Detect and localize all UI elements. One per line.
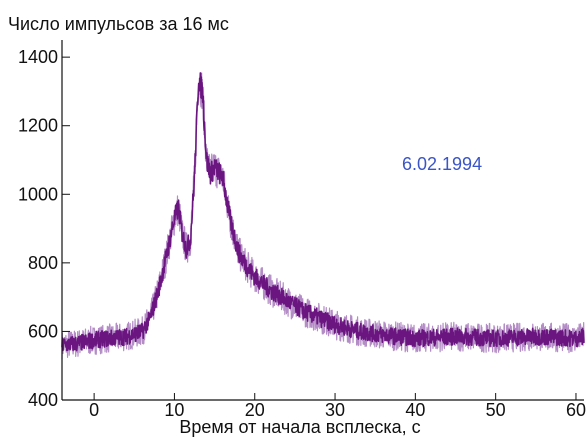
series-point <box>415 337 417 339</box>
x-axis-ticks: 0 10 20 30 40 50 60 <box>89 393 586 420</box>
series-point <box>210 173 212 175</box>
series-point <box>174 217 176 219</box>
x-tick-label: 40 <box>405 400 425 420</box>
series-point <box>382 334 384 336</box>
series-point <box>214 166 216 168</box>
series-point <box>178 207 180 209</box>
series-point <box>455 336 457 338</box>
series-point <box>238 252 240 254</box>
series-line <box>61 72 585 352</box>
series-point <box>93 339 95 341</box>
series-point <box>334 324 336 326</box>
series-point <box>575 337 577 339</box>
series-point <box>150 317 152 319</box>
axes <box>61 40 584 401</box>
series-point <box>246 265 248 267</box>
series-point <box>109 337 111 339</box>
series-group <box>61 72 585 352</box>
series-point <box>206 159 208 161</box>
series-point <box>495 337 497 339</box>
series-point <box>77 343 79 345</box>
series-point <box>222 176 224 178</box>
series-point <box>142 331 144 333</box>
series-point <box>254 276 256 278</box>
y-tick-label: 1200 <box>18 116 58 136</box>
x-tick-label: 0 <box>89 400 99 420</box>
series-point <box>166 255 168 257</box>
series-point <box>583 336 585 338</box>
series-point <box>286 300 288 302</box>
date-annotation: 6.02.1994 <box>402 154 482 174</box>
series-point <box>158 289 160 291</box>
y-tick-label: 600 <box>28 321 58 341</box>
series-point <box>182 235 184 237</box>
series-point <box>535 336 537 338</box>
series-point <box>358 331 360 333</box>
x-tick-label: 60 <box>566 400 586 420</box>
x-tick-label: 50 <box>486 400 506 420</box>
x-tick-label: 30 <box>325 400 345 420</box>
series-point <box>186 248 188 250</box>
y-tick-label: 400 <box>28 390 58 410</box>
y-axis-ticks: 400 600 800 1000 1200 1400 <box>18 47 70 410</box>
series-point <box>190 238 192 240</box>
series-point <box>194 176 196 178</box>
x-tick-label: 10 <box>164 400 184 420</box>
y-axis-title: Число импульсов за 16 мс <box>8 14 229 34</box>
series-point <box>198 77 200 79</box>
series-point <box>302 310 304 312</box>
y-tick-label: 800 <box>28 253 58 273</box>
y-tick-label: 1000 <box>18 184 58 204</box>
series-point <box>230 221 232 223</box>
series-point <box>202 91 204 93</box>
x-tick-label: 20 <box>245 400 265 420</box>
y-tick-label: 1400 <box>18 47 58 67</box>
x-axis-title: Время от начала всплеска, с <box>179 417 420 437</box>
series-point <box>318 317 320 319</box>
series-point <box>125 336 127 338</box>
series-point <box>270 289 272 291</box>
